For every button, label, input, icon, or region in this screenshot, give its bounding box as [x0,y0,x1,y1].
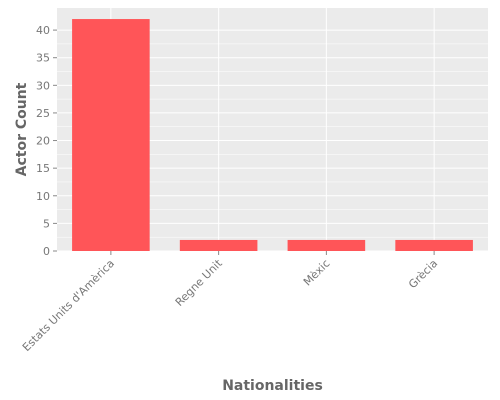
y-tick-label: 20 [36,135,50,148]
y-axis-title: Actor Count [14,82,30,176]
y-tick-label: 40 [36,24,50,37]
x-tick-label: Regne Unit [173,256,225,308]
x-axis-ticks: Estats Units d'Amèrica Regne Unit Mèxic Grè… [20,251,440,354]
bar [179,239,258,251]
bar [395,239,473,251]
x-axis-title: Nationalities [222,378,323,394]
y-tick-label: 25 [36,107,50,120]
bar [287,239,366,251]
bar [72,19,150,251]
x-tick-label: Estats Units d'Amèrica [20,257,117,354]
x-tick-label: Grècia [406,257,440,291]
y-axis-ticks: 0 5 10 15 20 25 30 35 40 [36,24,57,258]
x-tick-label: Mèxic [301,257,333,289]
bars [72,19,473,251]
y-tick-label: 30 [36,79,50,92]
y-tick-label: 0 [43,245,50,258]
y-tick-label: 35 [36,52,50,65]
y-tick-label: 10 [36,190,50,203]
y-tick-label: 15 [36,162,50,175]
y-tick-label: 5 [43,217,50,230]
